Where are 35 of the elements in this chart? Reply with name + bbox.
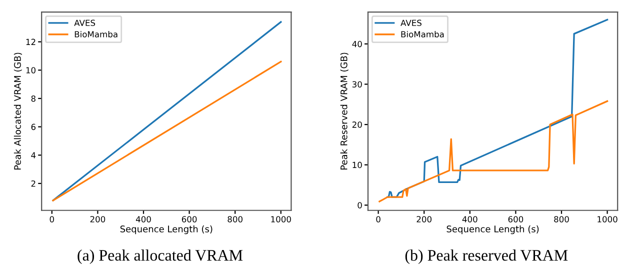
y-tick-label: 0 [358,202,362,208]
y-tick-label: 30 [352,81,362,88]
text: (a) Peak allocated VRAM [78,249,243,264]
x-tick-label: 200 [416,216,432,222]
x-tick-label: 600 [182,216,197,222]
y-tick-label: 20 [352,122,362,128]
y-tick-label: 6 [31,124,36,130]
line-series [386,18,608,198]
y-tick-label: 10 [26,67,36,74]
x-axis-title: Sequence Length (s) [446,225,539,234]
line-series [378,100,608,202]
x-tick-label: 800 [228,216,242,222]
x-axis-title: Sequence Length (s) [120,225,212,234]
y-tick-label: 4 [31,152,36,158]
x-tick-label: 400 [136,216,151,222]
text: (b) Peak reserved VRAM [405,249,568,264]
x-tick-label: 1000 [598,216,618,222]
y-tick-label: 12 [26,38,36,45]
x-tick-label: 200 [90,216,106,222]
legend-label: BioMamba [74,30,118,38]
y-axis-title: Peak Allocated VRAM (GB) [14,52,22,170]
x-tick-label: 0 [376,216,380,222]
x-tick-label: 1000 [271,216,291,222]
y-tick-label: 10 [352,162,362,168]
x-tick-label: 600 [508,216,524,222]
x-tick-label: 800 [554,216,569,222]
y-tick-label: 40 [352,40,362,48]
y-tick-label: 2 [31,180,36,187]
legend-label: BioMamba [401,30,444,38]
legend-label: AVES [74,20,96,26]
x-tick-label: 400 [462,216,478,222]
x-tick-label: 0 [50,216,54,222]
y-axis-title: Peak Reserved VRAM (GB) [340,52,348,170]
y-tick-label: 8 [31,95,36,102]
legend-label: AVES [400,20,422,26]
